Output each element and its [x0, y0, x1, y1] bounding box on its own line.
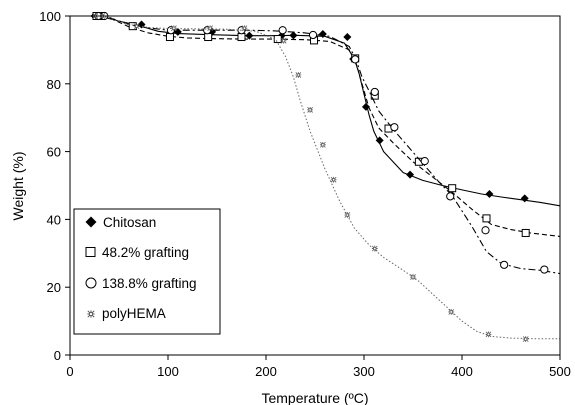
data-point-chitosan — [318, 29, 327, 38]
legend-label-polyhema: polyHEMA — [102, 306, 166, 321]
data-point-138-8-grafting — [540, 265, 549, 274]
data-point-48-2-grafting — [204, 33, 213, 42]
y-tick-label: 100 — [39, 9, 61, 24]
data-point-polyhema — [319, 141, 327, 149]
x-tick-label: 300 — [353, 364, 375, 379]
legend: Chitosan 48.2% grafting 138.8% grafting … — [73, 208, 221, 335]
y-tick-label: 0 — [54, 348, 61, 363]
data-point-48-2-grafting — [482, 214, 491, 223]
y-tick-label: 20 — [47, 280, 61, 295]
data-point-polyhema — [295, 71, 302, 79]
data-point-chitosan — [245, 31, 254, 40]
data-point-138-8-grafting — [351, 55, 360, 64]
legend-entry-polyhema: polyHEMA — [86, 306, 166, 321]
series-line-polyhema — [94, 15, 560, 340]
y-tick-label: 40 — [47, 212, 61, 227]
legend-box — [73, 208, 221, 335]
legend-entry-138-8-grafting: 138.8% grafting — [85, 276, 197, 291]
data-point-chitosan — [485, 189, 494, 198]
data-point-chitosan — [361, 102, 370, 111]
y-axis-title: Weight (%) — [10, 152, 26, 221]
data-point-138-8-grafting — [278, 26, 287, 35]
x-tick-label: 400 — [451, 364, 473, 379]
data-point-chitosan — [375, 136, 384, 145]
data-point-138-8-grafting — [308, 30, 318, 40]
data-point-138-8-grafting — [420, 156, 429, 166]
legend-label-138-8-grafting: 138.8% grafting — [102, 276, 197, 291]
legend-marker-open-circle — [85, 277, 97, 289]
y-tick-label: 60 — [47, 145, 61, 160]
data-point-polyhema — [371, 245, 379, 252]
axes-layer: 0 100 200 300 400 500 0 20 40 60 80 100 — [39, 9, 571, 379]
legend-label-48-2-grafting: 48.2% grafting — [102, 245, 189, 260]
data-point-polyhema — [447, 308, 455, 316]
data-point-polyhema — [170, 24, 178, 32]
data-point-chitosan — [343, 33, 352, 42]
data-point-138-8-grafting — [390, 123, 399, 132]
series-48-2-grafting — [92, 12, 561, 237]
data-point-polyhema — [409, 273, 417, 281]
legend-entry-chitosan: Chitosan — [85, 215, 156, 230]
legend-entry-48-2-grafting: 48.2% grafting — [85, 245, 189, 260]
data-point-138-8-grafting — [500, 260, 509, 269]
data-point-chitosan — [289, 31, 298, 40]
data-point-48-2-grafting — [273, 35, 282, 44]
data-point-polyhema — [306, 106, 314, 114]
legend-marker-filled-diamond — [85, 216, 97, 228]
data-point-polyhema — [330, 176, 337, 184]
data-point-48-2-grafting — [448, 184, 457, 193]
data-point-138-8-grafting — [446, 192, 455, 201]
series-138-8-grafting — [94, 11, 561, 275]
data-point-polyhema — [485, 331, 492, 338]
data-point-138-8-grafting — [481, 226, 490, 235]
data-point-48-2-grafting — [165, 33, 174, 42]
series-polyhema — [92, 12, 560, 343]
series-line-138-8-grafting — [94, 15, 561, 275]
x-tick-label: 100 — [157, 364, 179, 379]
legend-marker-open-square — [85, 247, 96, 257]
data-point-48-2-grafting — [237, 33, 246, 42]
x-tick-label: 500 — [549, 364, 571, 379]
plot-frame — [69, 15, 561, 356]
data-point-polyhema — [344, 211, 351, 219]
data-point-138-8-grafting — [370, 87, 379, 97]
data-point-polyhema — [241, 24, 248, 32]
data-point-polyhema — [206, 24, 214, 32]
data-point-chitosan — [520, 194, 529, 203]
data-point-48-2-grafting — [521, 228, 530, 237]
x-tick-label: 200 — [255, 364, 277, 379]
data-point-polyhema — [280, 37, 287, 45]
x-axis-title: Temperature (ºC) — [261, 390, 368, 405]
data-point-polyhema — [133, 22, 140, 30]
legend-marker-asterisk — [86, 309, 96, 319]
data-point-chitosan — [406, 170, 415, 179]
y-tick-label: 80 — [47, 77, 61, 92]
x-tick-label: 0 — [66, 364, 73, 379]
series-line-48-2-grafting — [94, 15, 561, 237]
series-line-chitosan — [94, 15, 561, 207]
data-point-polyhema — [522, 335, 529, 343]
legend-label-chitosan: Chitosan — [103, 215, 156, 230]
